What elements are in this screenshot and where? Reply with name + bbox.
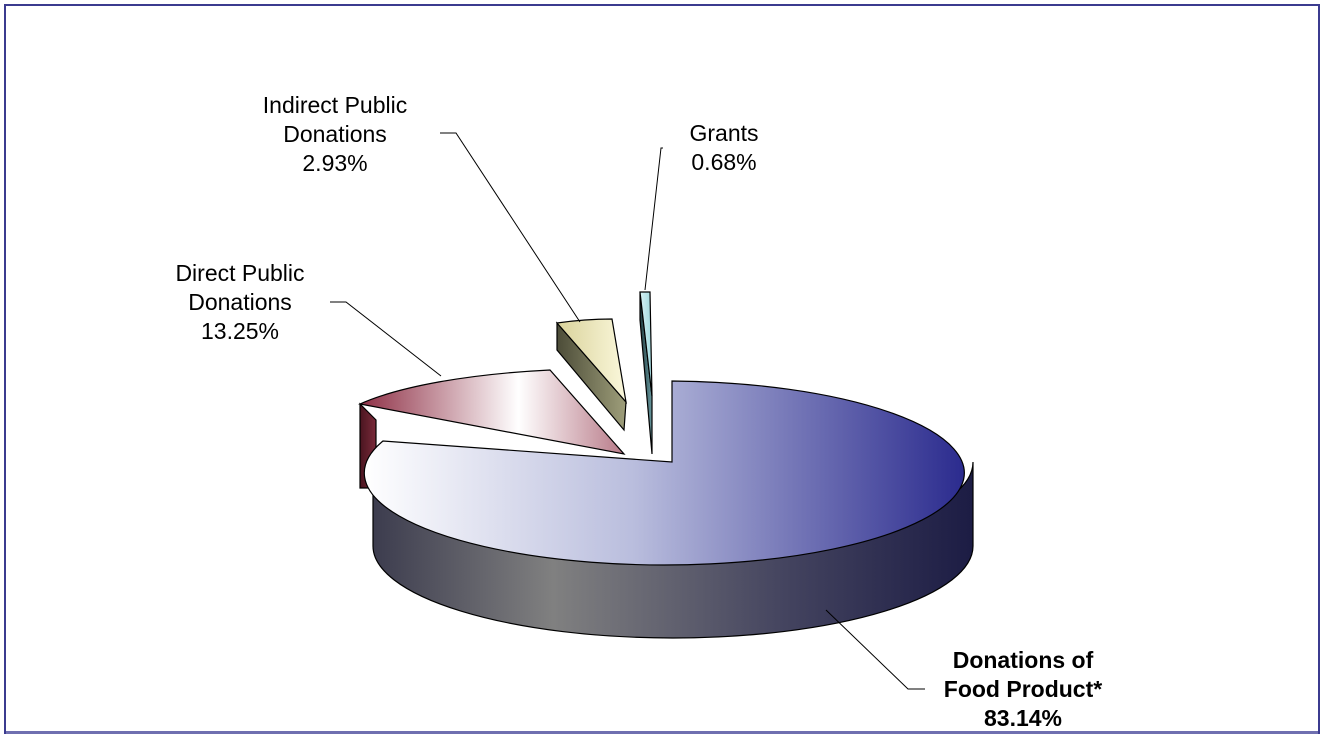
label-direct-public-donations: Direct Public Donations 13.25%	[150, 259, 330, 346]
label-indirect-public-donations: Indirect Public Donations 2.93%	[240, 91, 430, 178]
label-indirect-pct: 2.93%	[302, 150, 368, 176]
leader-line-grants	[644, 147, 663, 291]
label-food-pct: 83.14%	[983, 705, 1062, 731]
label-direct-line1: Direct Public	[175, 260, 305, 286]
slice-donations-of-food-product	[363, 380, 974, 639]
label-direct-pct: 13.25%	[200, 318, 279, 344]
label-grants: Grants 0.68%	[664, 119, 784, 177]
leader-line-indirect	[440, 132, 581, 323]
slice-indirect-public-donations	[555, 318, 627, 432]
label-indirect-line1: Indirect Public	[262, 92, 408, 118]
slice-grants-top	[639, 291, 653, 397]
label-food-line2: Food Product*	[943, 676, 1103, 702]
label-grants-line1: Grants	[689, 120, 759, 146]
label-direct-line2: Donations	[188, 289, 292, 315]
label-donations-of-food-product: Donations of Food Product* 83.14%	[918, 646, 1128, 733]
slice-direct-public-donations-top	[358, 369, 626, 455]
leader-line-food	[825, 609, 925, 690]
slice-donations-of-food-product-top	[363, 380, 965, 566]
slice-grants	[639, 291, 653, 455]
slice-indirect-public-donations-top	[555, 318, 627, 404]
leader-line-direct	[330, 301, 442, 377]
label-indirect-line2: Donations	[283, 121, 387, 147]
label-grants-pct: 0.68%	[691, 149, 757, 175]
label-food-line1: Donations of	[952, 647, 1094, 673]
